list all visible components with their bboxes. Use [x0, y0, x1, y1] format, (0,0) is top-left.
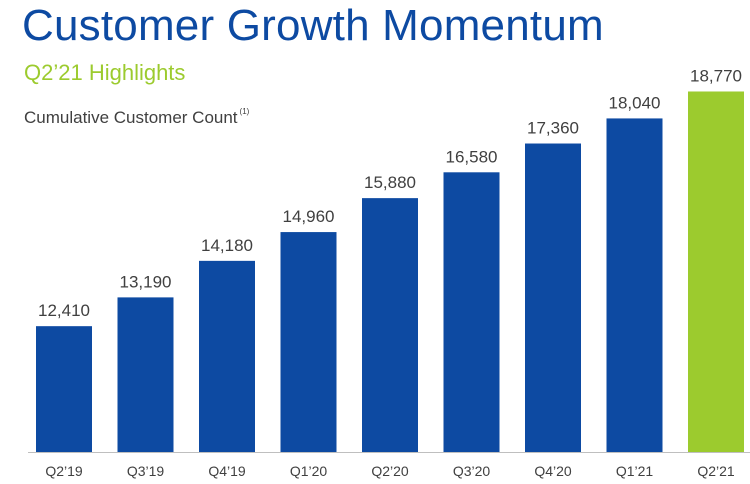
chart-title-footnote: (1) — [239, 107, 250, 116]
x-tick-label-7: Q4’20 — [534, 463, 572, 479]
bar-value-label-8: 18,040 — [609, 93, 661, 112]
bar-value-label-5: 15,880 — [364, 173, 416, 192]
x-tick-label-4: Q1’20 — [290, 463, 328, 479]
bar-value-label-4: 14,960 — [283, 207, 335, 226]
page-title: Customer Growth Momentum — [22, 1, 604, 50]
x-tick-label-9: Q2’21 — [697, 463, 735, 479]
bar-7 — [525, 143, 581, 453]
bar-6 — [443, 172, 500, 452]
bar-value-label-2: 13,190 — [120, 272, 172, 291]
x-tick-label-1: Q2’19 — [45, 463, 83, 479]
bar-5 — [362, 198, 418, 452]
chart-title: Cumulative Customer Count (1) — [24, 101, 249, 129]
bar-4 — [280, 232, 337, 452]
x-tick-label-3: Q4’19 — [208, 463, 246, 479]
bar-value-label-7: 17,360 — [527, 119, 579, 138]
bar-3 — [199, 260, 255, 452]
bar-9 — [688, 91, 744, 452]
bar-value-label-1: 12,410 — [38, 301, 90, 320]
x-tick-label-6: Q3’20 — [453, 463, 491, 479]
x-tick-label-2: Q3’19 — [127, 463, 165, 479]
bar-2 — [117, 297, 174, 452]
bar-value-label-6: 16,580 — [446, 147, 498, 166]
bar-1 — [36, 326, 92, 452]
bar-8 — [606, 118, 663, 452]
bar-value-label-9: 18,770 — [690, 66, 742, 85]
x-tick-label-8: Q1’21 — [616, 463, 654, 479]
x-tick-label-5: Q2’20 — [371, 463, 409, 479]
chart-title-text: Cumulative Customer Count — [24, 108, 238, 127]
page-subtitle: Q2’21 Highlights — [24, 60, 186, 85]
bar-value-label-3: 14,180 — [201, 236, 253, 255]
